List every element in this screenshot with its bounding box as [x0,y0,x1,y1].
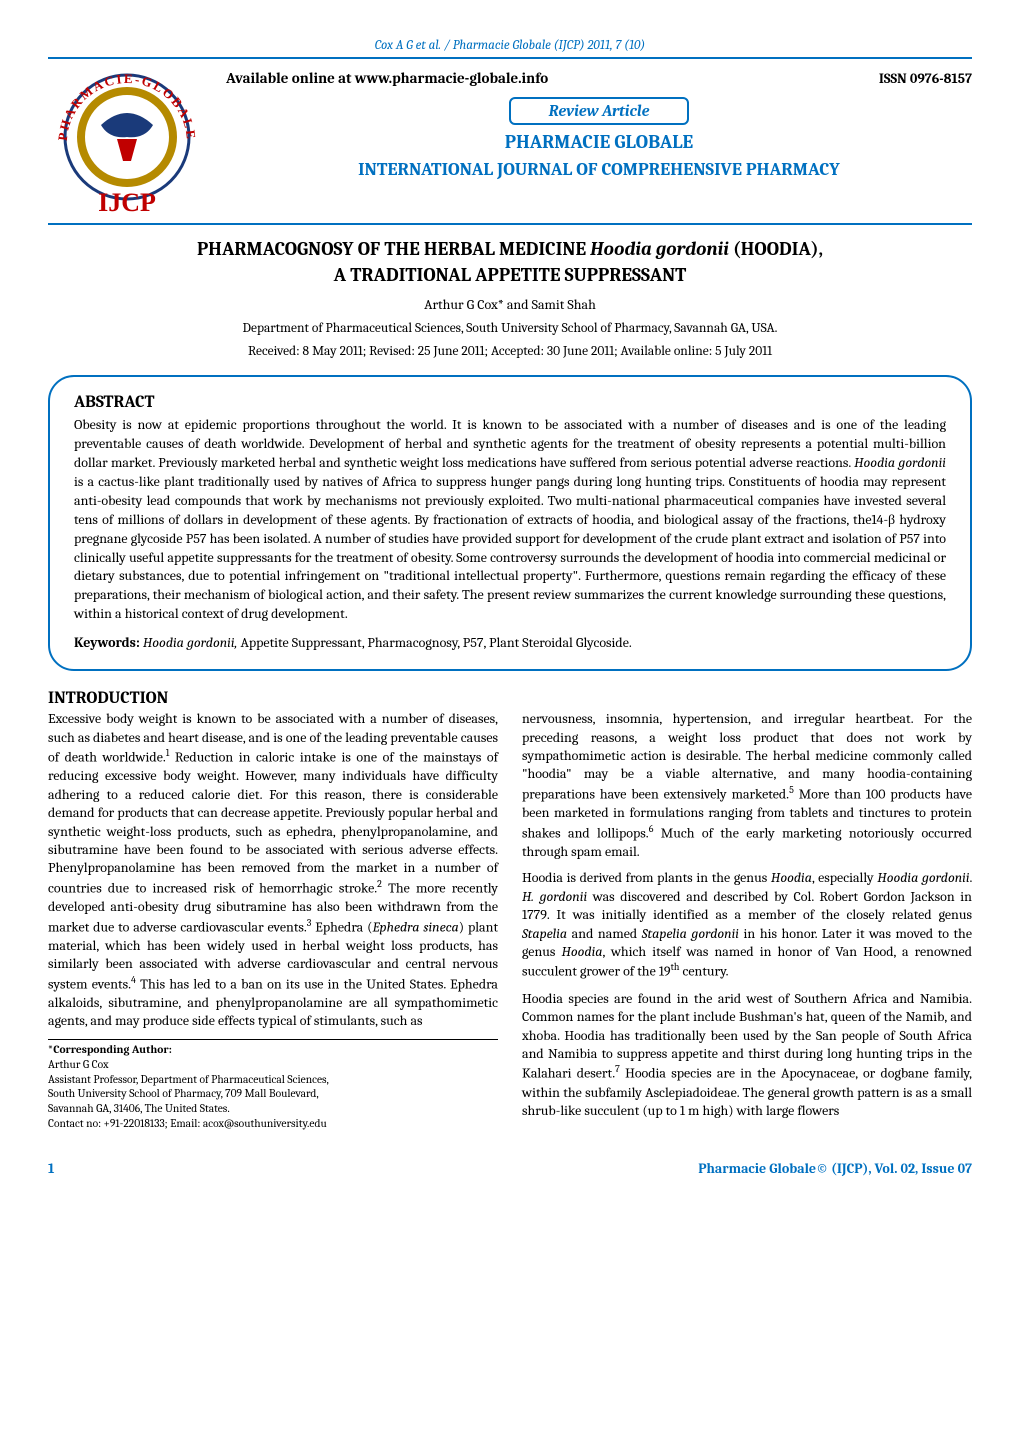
corresponding-line1: Assistant Professor, Department of Pharm… [48,1073,498,1088]
corresponding-divider [48,1039,498,1040]
intro-left-paragraph: Excessive body weight is known to be ass… [48,710,498,1031]
introduction-heading: INTRODUCTION [48,689,972,708]
paper-title: PHARMACOGNOSY OF THE HERBAL MEDICINE Hoo… [48,237,972,288]
availability-row: Available online at www.pharmacie-global… [226,69,972,87]
header-zone: PHARMACIE-GLOBALE IJCP Available online … [48,67,972,217]
two-column-body: Excessive body weight is known to be ass… [48,710,972,1132]
page-number: 1 [48,1160,54,1177]
right-column: nervousness, insomnia, hypertension, and… [522,710,972,1132]
corresponding-label: *Corresponding Author: [48,1043,498,1058]
issn-text: ISSN 0976-8157 [879,70,972,87]
journal-subtitle: INTERNATIONAL JOURNAL OF COMPREHENSIVE P… [226,159,972,180]
review-article-badge: Review Article [509,97,689,125]
keywords-values: Hoodia gordonii, Appetite Suppressant, P… [140,634,632,651]
top-divider [48,57,972,59]
corresponding-name: Arthur G Cox [48,1058,498,1073]
intro-right-p3: Hoodia species are found in the arid wes… [522,990,972,1121]
available-online-text: Available online at www.pharmacie-global… [226,69,548,87]
intro-right-p2: Hoodia is derived from plants in the gen… [522,869,972,981]
intro-right-p1: nervousness, insomnia, hypertension, and… [522,710,972,861]
header-right: Available online at www.pharmacie-global… [226,67,972,180]
abstract-body: Obesity is now at epidemic proportions t… [74,416,946,624]
journal-name: PHARMACIE GLOBALE [226,131,972,153]
keywords-label: Keywords: [74,634,140,651]
logo-svg: PHARMACIE-GLOBALE IJCP [45,61,209,225]
page-container: Cox A G et al. / Pharmacie Globale (IJCP… [0,0,1020,1201]
corresponding-line3: Savannah GA, 31406, The United States. [48,1102,498,1117]
authors-line: Arthur G Cox* and Samit Shah [48,296,972,313]
dates-line: Received: 8 May 2011; Revised: 25 June 2… [48,344,972,359]
running-head: Cox A G et al. / Pharmacie Globale (IJCP… [48,38,972,53]
abstract-box: ABSTRACT Obesity is now at epidemic prop… [48,375,972,671]
title-part1: PHARMACOGNOSY OF THE HERBAL MEDICINE [197,238,590,260]
corresponding-line2: South University School of Pharmacy, 709… [48,1087,498,1102]
left-column: Excessive body weight is known to be ass… [48,710,498,1132]
footer-journal-ref: Pharmacie Globale© (IJCP), Vol. 02, Issu… [698,1160,972,1177]
svg-text:IJCP: IJCP [98,188,156,217]
keywords-line: Keywords: Hoodia gordonii, Appetite Supp… [74,634,946,651]
corresponding-author-block: *Corresponding Author: Arthur G Cox Assi… [48,1043,498,1133]
affiliation-line: Department of Pharmaceutical Sciences, S… [48,321,972,336]
journal-logo: PHARMACIE-GLOBALE IJCP [42,61,212,231]
title-part2: A TRADITIONAL APPETITE SUPPRESSANT [334,264,687,286]
corresponding-line4: Contact no: +91-22018133; Email: acox@so… [48,1117,498,1132]
abstract-heading: ABSTRACT [74,393,946,412]
title-italic-species: Hoodia gordonii [590,238,729,260]
title-after-italic: (HOODIA), [729,238,823,260]
footer-row: 1 Pharmacie Globale© (IJCP), Vol. 02, Is… [48,1160,972,1177]
